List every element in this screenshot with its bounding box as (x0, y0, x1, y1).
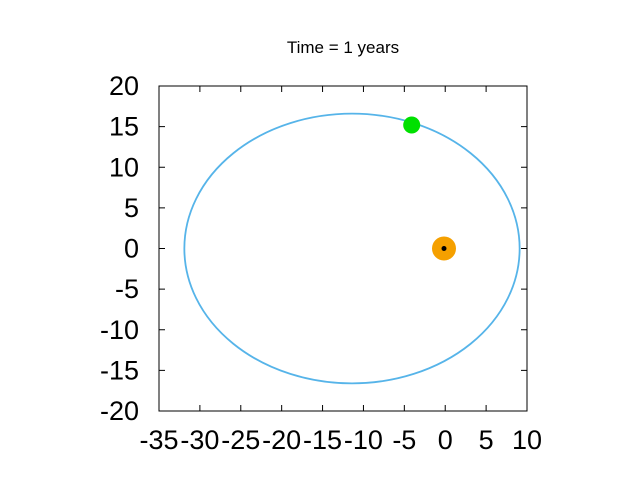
y-tick-label: 5 (124, 193, 139, 223)
x-tick-label: -15 (303, 425, 342, 455)
x-tick-label: 0 (438, 425, 453, 455)
x-tick-label: -10 (344, 425, 383, 455)
y-tick-label: -20 (100, 396, 139, 426)
y-tick-label: -5 (115, 274, 139, 304)
y-tick-label: 15 (109, 112, 139, 142)
y-tick-label: -10 (100, 315, 139, 345)
plot-frame (158, 85, 528, 412)
x-tick-label: -20 (262, 425, 301, 455)
x-tick-label: -30 (180, 425, 219, 455)
plot-area: -35 -30 -25 -20 -15 -10 -5 0 5 1020151050-5-10-15… (100, 71, 542, 455)
x-tick-label: 5 (479, 425, 494, 455)
x-tick-label: -5 (392, 425, 416, 455)
y-tick-label: -15 (100, 355, 139, 385)
y-tick-label: 10 (109, 152, 139, 182)
chart-title: Time = 1 years (287, 38, 399, 57)
x-tick-label: -35 (139, 425, 178, 455)
orbit-path (183, 112, 521, 385)
y-tick-label: 0 (124, 234, 139, 264)
y-tick-label: 20 (109, 71, 139, 101)
x-tick-label: -25 (221, 425, 260, 455)
sun-core-marker (441, 246, 447, 251)
x-tick-label: 10 (512, 425, 542, 455)
planet-marker (403, 116, 421, 134)
